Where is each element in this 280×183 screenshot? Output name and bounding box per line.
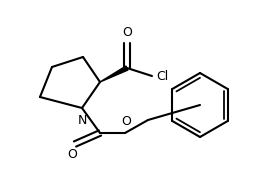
Polygon shape [100,66,128,82]
Text: N: N [77,114,87,127]
Text: Cl: Cl [156,70,168,83]
Text: O: O [122,26,132,39]
Text: O: O [121,115,131,128]
Text: O: O [67,148,77,161]
